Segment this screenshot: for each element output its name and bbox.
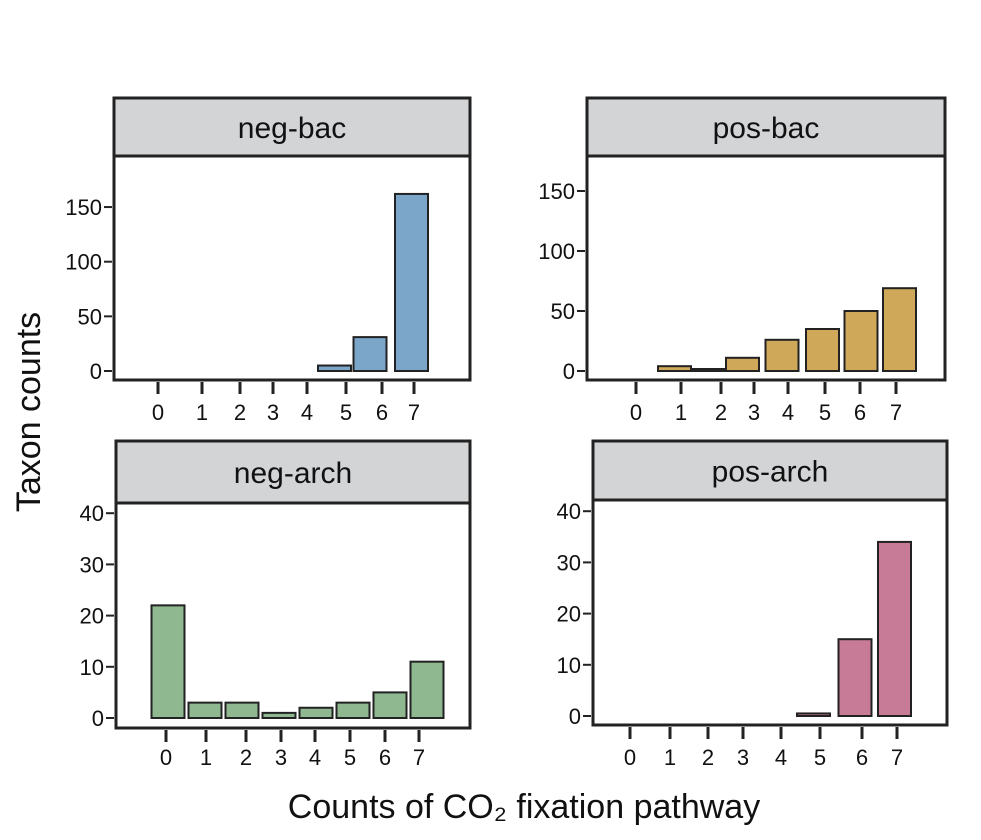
bar: [352, 336, 388, 373]
x-tick-label: 4: [782, 400, 794, 425]
bar: [224, 701, 260, 720]
x-tick-label: 7: [408, 400, 420, 425]
bar: [882, 287, 917, 373]
bar: [335, 701, 371, 720]
bar: [372, 691, 408, 720]
x-tick-label: 2: [240, 745, 252, 770]
x-tick-label: 6: [854, 400, 866, 425]
panel-neg-bac: neg-bac 0 50 100 150 0 1 2 3 4 5 6 7: [65, 96, 472, 425]
x-tick-label: 3: [267, 400, 279, 425]
x-tick-label: 4: [775, 745, 787, 770]
x-tick-label: 7: [890, 400, 902, 425]
y-tick-label: 0: [90, 359, 102, 384]
x-tick-label: 5: [344, 745, 356, 770]
x-tick-label: 5: [814, 745, 826, 770]
y-tick-label: 30: [557, 550, 581, 575]
y-tick-label: 0: [569, 704, 581, 729]
x-tick-label: 0: [630, 400, 642, 425]
x-tick-label: 0: [624, 745, 636, 770]
x-tick-label: 3: [737, 745, 749, 770]
bar: [409, 660, 445, 719]
facet-title: pos-arch: [712, 456, 829, 489]
y-tick-label: 100: [65, 250, 102, 275]
x-axis-title: Counts of CO₂ fixation pathway: [288, 788, 760, 826]
y-tick-label: 20: [557, 602, 581, 627]
facet-strip: [114, 439, 472, 505]
x-tick-label: 5: [819, 400, 831, 425]
bar: [690, 368, 726, 372]
x-tick-label: 1: [200, 745, 212, 770]
x-tick-label: 6: [856, 745, 868, 770]
panel-pos-bac: pos-bac 0 50 100 150 0 1 2 3 4 5 6 7: [538, 96, 947, 425]
x-tick-label: 4: [301, 400, 313, 425]
bar: [261, 711, 297, 720]
y-tick-label: 40: [557, 499, 581, 524]
bar: [764, 338, 800, 372]
y-tick-label: 20: [80, 604, 104, 629]
y-tick-label: 100: [538, 239, 575, 264]
bar: [725, 356, 760, 372]
y-tick-label: 50: [78, 304, 102, 329]
bar: [394, 192, 429, 372]
y-tick-label: 10: [80, 655, 104, 680]
bar: [657, 365, 692, 373]
y-tick-label: 150: [65, 195, 102, 220]
x-tick-label: 0: [152, 400, 164, 425]
x-tick-label: 2: [702, 745, 714, 770]
panel-neg-arch: neg-arch 0 10 20 30 40 0 1 2 3 4 5 6 7: [80, 439, 472, 770]
bar: [877, 540, 912, 717]
x-tick-label: 7: [413, 745, 425, 770]
y-tick-label: 10: [557, 653, 581, 678]
y-tick-label: 0: [92, 706, 104, 731]
x-tick-label: 2: [234, 400, 246, 425]
bar: [298, 706, 334, 720]
bar: [187, 701, 223, 720]
facet-title: pos-bac: [713, 112, 820, 145]
y-tick-label: 0: [563, 359, 575, 384]
bar: [150, 604, 186, 719]
y-tick-label: 150: [538, 179, 575, 204]
bar: [317, 364, 352, 373]
facet-strip: [112, 96, 472, 158]
y-tick-label: 50: [551, 299, 575, 324]
bar: [843, 310, 879, 372]
y-tick-label: 30: [80, 552, 104, 577]
x-tick-label: 2: [715, 400, 727, 425]
x-tick-label: 4: [309, 745, 321, 770]
x-tick-label: 0: [160, 745, 172, 770]
x-tick-label: 1: [664, 745, 676, 770]
x-tick-label: 1: [196, 400, 208, 425]
facet-title: neg-arch: [234, 457, 352, 490]
facet-title: neg-bac: [238, 112, 346, 145]
x-tick-label: 6: [379, 745, 391, 770]
y-axis-title: Taxon counts: [10, 312, 48, 512]
x-tick-label: 6: [376, 400, 388, 425]
x-tick-label: 7: [891, 745, 903, 770]
x-tick-label: 1: [675, 400, 687, 425]
x-tick-label: 3: [748, 400, 760, 425]
bar: [805, 328, 840, 372]
x-tick-label: 3: [275, 745, 287, 770]
bar: [837, 638, 873, 718]
bar: [796, 712, 831, 718]
facet-strip: [591, 439, 949, 502]
x-tick-label: 5: [340, 400, 352, 425]
y-tick-label: 40: [80, 501, 104, 526]
